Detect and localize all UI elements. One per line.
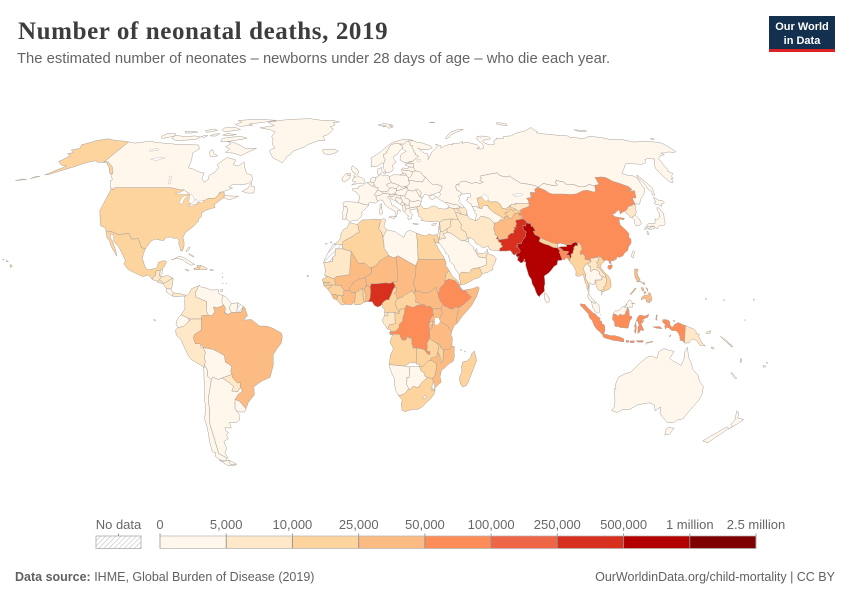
svg-text:2.5 million: 2.5 million [727,517,786,532]
svg-text:No data: No data [96,517,142,532]
svg-text:5,000: 5,000 [210,517,243,532]
svg-text:250,000: 250,000 [534,517,581,532]
svg-text:0: 0 [156,517,163,532]
svg-text:1 million: 1 million [666,517,714,532]
svg-text:500,000: 500,000 [600,517,647,532]
svg-text:100,000: 100,000 [468,517,515,532]
svg-text:25,000: 25,000 [339,517,379,532]
svg-text:10,000: 10,000 [273,517,313,532]
svg-text:50,000: 50,000 [405,517,445,532]
